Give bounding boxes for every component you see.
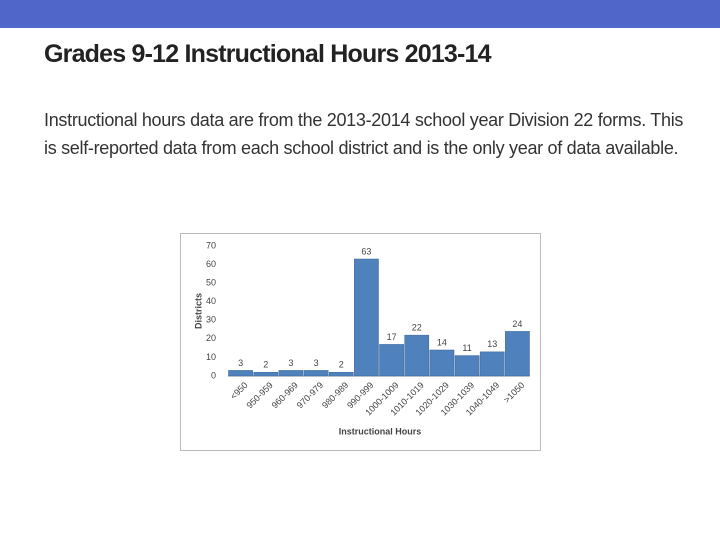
bar [253,372,279,377]
y-axis-label: Districts [193,293,203,329]
value-label: 3 [288,358,293,368]
value-label: 24 [512,319,522,329]
y-tick-label: 20 [206,333,216,343]
value-label: 17 [387,332,397,342]
y-tick-label: 50 [206,278,216,288]
bar [228,370,253,377]
bar [303,370,329,377]
y-tick-label: 70 [206,240,216,250]
value-label: 2 [339,360,344,370]
y-tick-label: 40 [206,296,216,306]
x-axis-label: Instructional Hours [339,426,422,436]
y-tick-label: 10 [206,352,216,362]
value-label: 11 [462,343,471,353]
bar [479,351,505,377]
bar [454,355,480,377]
bar [328,372,354,377]
y-tick-label: 0 [211,370,216,380]
value-label: 3 [238,358,243,368]
bar [278,370,304,377]
value-label: 2 [263,360,268,370]
value-label: 14 [437,337,447,347]
value-label: 63 [361,246,371,256]
value-label: 22 [412,323,422,333]
bar [404,334,430,377]
body-text: Instructional hours data are from the 20… [44,110,684,158]
bar [429,349,455,377]
y-tick-label: 30 [206,315,216,325]
value-label: 3 [314,358,319,368]
bar [505,331,530,377]
y-tick-label: 60 [206,259,216,269]
value-label: 13 [487,339,497,349]
bar [354,258,379,377]
bar [379,344,404,377]
slide-title: Grades 9-12 Instructional Hours 2013-14 [44,40,492,68]
header-bar [0,0,720,28]
